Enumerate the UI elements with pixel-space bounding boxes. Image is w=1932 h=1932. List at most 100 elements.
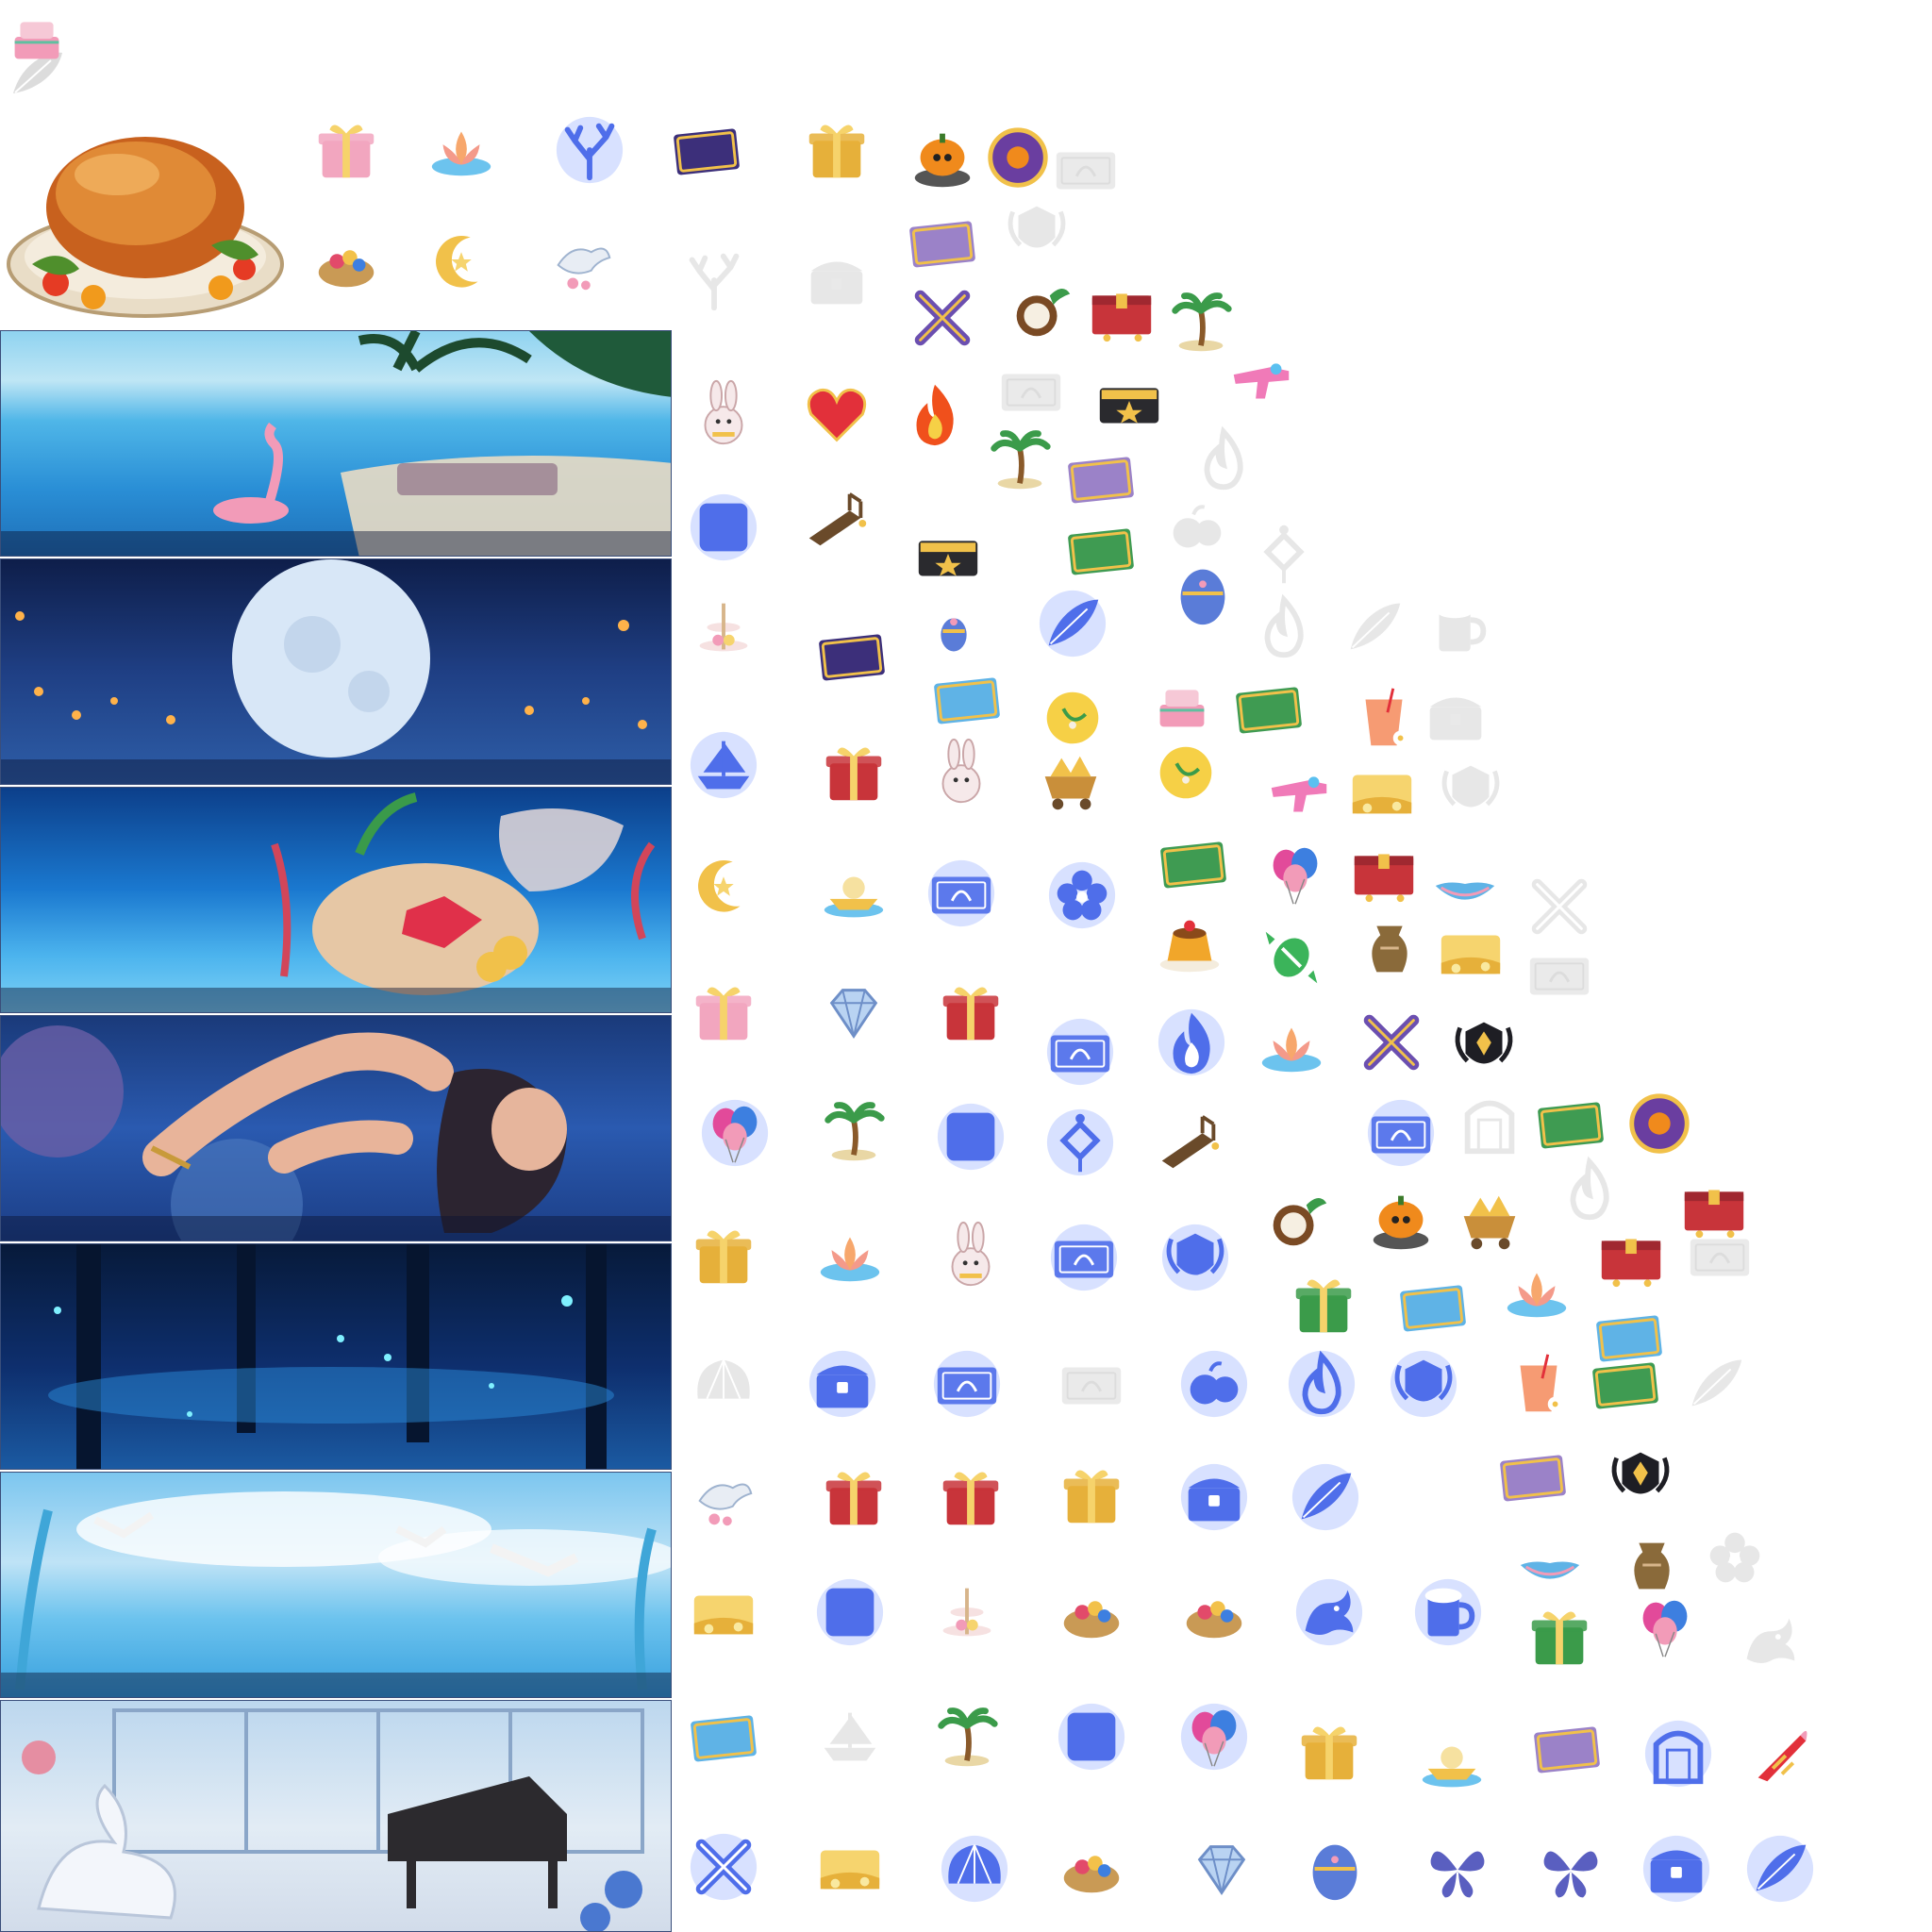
cake-icon[interactable] [0, 0, 74, 74]
basket-icon[interactable] [1055, 1830, 1128, 1904]
ticket-blue-icon[interactable] [924, 857, 998, 930]
beer-blue-icon[interactable] [1411, 1575, 1485, 1649]
fruit-ghost-icon[interactable] [1160, 491, 1234, 564]
ship-blue-icon[interactable] [687, 728, 760, 802]
feather-blue-icon[interactable] [1743, 1832, 1817, 1906]
egg-icon[interactable] [1166, 557, 1240, 630]
moon-icon[interactable] [687, 849, 760, 923]
palm-icon[interactable] [930, 1700, 1004, 1774]
flame-icon[interactable] [898, 377, 972, 451]
gate-blue-icon[interactable] [1641, 1717, 1715, 1790]
basket-icon[interactable] [309, 225, 383, 298]
coconut-icon[interactable] [1004, 274, 1077, 347]
heart-icon[interactable] [800, 377, 874, 451]
bridge-icon[interactable] [1153, 1106, 1226, 1179]
balloons-icon[interactable] [1628, 1591, 1702, 1664]
crest-blue-icon[interactable] [1387, 1347, 1460, 1421]
ticket-ghost-icon[interactable] [994, 354, 1068, 427]
pumpkin-icon[interactable] [1364, 1183, 1438, 1257]
knot-ghost-icon[interactable] [1247, 517, 1321, 591]
gift-green-icon[interactable] [1287, 1268, 1360, 1341]
roast-turkey-icon[interactable] [4, 104, 287, 321]
diamond-icon[interactable] [817, 975, 891, 1049]
card-green-icon[interactable] [1534, 1087, 1607, 1160]
coin-purple-icon[interactable] [1623, 1087, 1696, 1160]
card-purple-icon[interactable] [815, 619, 889, 692]
feather-ghost-icon[interactable] [1338, 591, 1411, 664]
lotus-icon[interactable] [1255, 1009, 1328, 1083]
red-chest-icon[interactable] [1677, 1170, 1751, 1243]
diamond-icon[interactable] [1185, 1832, 1258, 1906]
gift-gold-icon[interactable] [1292, 1715, 1366, 1789]
fruit-blue-icon[interactable] [1177, 1347, 1251, 1421]
gift-icon[interactable] [687, 975, 760, 1049]
chest-ghost-icon[interactable] [800, 243, 874, 317]
feather-blue-icon[interactable] [1036, 587, 1109, 660]
bridge-icon[interactable] [800, 483, 874, 557]
card-flower-icon[interactable] [1530, 1711, 1604, 1785]
card-flower-icon[interactable] [906, 206, 979, 279]
drink-icon[interactable] [1502, 1347, 1575, 1421]
gift-red-icon[interactable] [817, 736, 891, 809]
gold-card-icon[interactable] [1434, 915, 1507, 989]
ticket-blue-icon[interactable] [1047, 1221, 1121, 1294]
ticket-ghost-icon[interactable] [1523, 938, 1596, 1011]
red-chest-icon[interactable] [1594, 1219, 1668, 1292]
ticket-blue-icon[interactable] [1043, 1015, 1117, 1089]
bunny-icon[interactable] [687, 377, 760, 451]
ship-ghost-icon[interactable] [813, 1700, 887, 1774]
dove-icon[interactable] [687, 1460, 760, 1534]
swords-blue-icon[interactable] [687, 1830, 760, 1904]
crest-dark-icon[interactable] [1604, 1440, 1677, 1513]
basket-icon[interactable] [1055, 1575, 1128, 1649]
ticket-ghost-icon[interactable] [1683, 1219, 1757, 1292]
chest-blue-icon[interactable] [806, 1347, 879, 1421]
gold-card-icon[interactable] [1345, 755, 1419, 828]
flame-blue-icon[interactable] [1155, 1006, 1228, 1079]
card-blue-icon[interactable] [934, 1100, 1008, 1174]
swords-icon[interactable] [906, 281, 979, 355]
dragon-blue-icon[interactable] [1292, 1575, 1366, 1649]
card-ship-icon[interactable] [687, 1700, 760, 1774]
gold-card-icon[interactable] [687, 1575, 760, 1649]
fire-blue-icon[interactable] [1285, 1347, 1358, 1421]
fire-ghost-icon[interactable] [1187, 423, 1260, 496]
lotus-icon[interactable] [425, 113, 498, 187]
gift-green-icon[interactable] [1523, 1600, 1596, 1674]
knot-blue-icon[interactable] [1043, 1106, 1117, 1179]
water-gun-icon[interactable] [1224, 341, 1298, 415]
beer-ghost-icon[interactable] [1423, 591, 1496, 664]
lotus-icon[interactable] [1500, 1255, 1574, 1328]
coconut-icon[interactable] [1260, 1183, 1334, 1257]
bunny-big-icon[interactable] [924, 736, 998, 809]
pumpkin-icon[interactable] [906, 121, 979, 194]
chest-blue-icon[interactable] [1177, 1460, 1251, 1534]
ticket-ghost-icon[interactable] [1049, 132, 1123, 206]
gold-ticket-icon[interactable] [1092, 366, 1166, 440]
palm-icon[interactable] [1164, 285, 1238, 358]
balloons-blue-icon[interactable] [698, 1096, 772, 1170]
dove-icon[interactable] [545, 225, 619, 298]
balloons-icon[interactable] [1258, 838, 1332, 911]
banner-underwater-treasure[interactable] [0, 787, 672, 1013]
crest-ghost-icon[interactable] [1434, 753, 1507, 826]
party-horn-icon[interactable] [1745, 1717, 1819, 1790]
shell-ghost-icon[interactable] [687, 1347, 760, 1421]
crest-dark-icon[interactable] [1447, 1009, 1521, 1083]
red-chest-icon[interactable] [1085, 274, 1158, 347]
palm-icon[interactable] [817, 1094, 891, 1168]
cake-stand-icon[interactable] [930, 1575, 1004, 1649]
balloons-blue-icon[interactable] [1177, 1700, 1251, 1774]
gift-gold-icon[interactable] [800, 113, 874, 187]
boat-gold-icon[interactable] [817, 857, 891, 930]
shell-blue-icon[interactable] [938, 1832, 1011, 1906]
moon-icon[interactable] [425, 225, 498, 298]
banner-swan-piano-room[interactable] [0, 1700, 672, 1932]
fire-ghost-icon[interactable] [1247, 591, 1321, 664]
card-green-icon[interactable] [1589, 1347, 1662, 1421]
card-flower-icon[interactable] [1064, 441, 1138, 515]
gift-gold-icon[interactable] [1055, 1458, 1128, 1532]
egg-icon[interactable] [1298, 1832, 1372, 1906]
card-purple-icon[interactable] [670, 113, 743, 187]
candy-icon[interactable] [1255, 921, 1328, 994]
